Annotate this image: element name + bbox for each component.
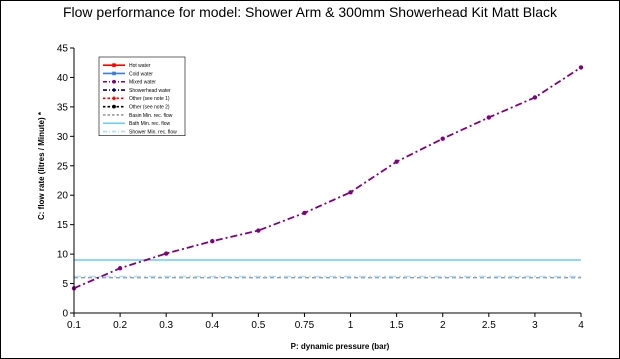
x-tick-label: 0.2 bbox=[113, 320, 127, 331]
x-tick-label: 3 bbox=[532, 320, 538, 331]
x-tick-label: 0.75 bbox=[295, 320, 315, 331]
legend-marker-mixed-water bbox=[112, 79, 116, 84]
data-point-mixed-water bbox=[394, 159, 399, 164]
y-axis-title: C: flow rate (litres / Minute) * bbox=[37, 111, 46, 220]
legend-marker-hot-water bbox=[112, 63, 116, 67]
axes: C: flow rate (litres / Minute) * P: dyna… bbox=[37, 44, 584, 352]
y-tick-label: 30 bbox=[57, 132, 69, 143]
legend-label-basin-min-rec-flow: Basin Min. rec. flow bbox=[129, 113, 173, 119]
x-tick-label: 0.4 bbox=[205, 320, 219, 331]
data-point-mixed-water bbox=[348, 190, 353, 195]
y-tick-label: 20 bbox=[57, 191, 69, 202]
legend-label-other-see-note-2: Other (see note 2) bbox=[129, 104, 170, 110]
legend-label-mixed-water: Mixed water bbox=[129, 80, 156, 86]
y-tick-label: 0 bbox=[62, 309, 68, 320]
y-tick-label: 40 bbox=[57, 73, 69, 84]
series-line-mixed-water bbox=[73, 66, 582, 290]
x-tick-label: 1 bbox=[348, 320, 354, 331]
legend-marker-other-see-note-2 bbox=[112, 104, 116, 109]
x-tick-label: 2.5 bbox=[482, 320, 496, 331]
legend: Hot water Cold water Mixed water Showerhead… bbox=[98, 56, 186, 136]
legend-label-hot-water: Hot water bbox=[129, 63, 151, 69]
y-tick-label: 35 bbox=[57, 102, 69, 113]
legend-marker-showerhead-water bbox=[111, 87, 117, 93]
data-point-mixed-water bbox=[210, 238, 215, 244]
x-tick-label: 4 bbox=[578, 320, 584, 331]
x-axis-title: P: dynamic pressure (bar) bbox=[291, 342, 390, 351]
x-tick-label: 0.3 bbox=[159, 320, 173, 331]
legend-label-showerhead-water: Showerhead water bbox=[129, 88, 171, 94]
chart-title: Flow performance for model: Shower Arm &… bbox=[63, 4, 558, 20]
legend-label-bath-min-rec-flow: Bath Min. rec. flow bbox=[129, 121, 171, 127]
y-tick-label: 5 bbox=[62, 279, 68, 290]
y-tick-label: 10 bbox=[57, 250, 69, 261]
x-tick-label: 0.5 bbox=[251, 320, 265, 331]
data-point-mixed-water bbox=[440, 136, 445, 141]
y-tick-label: 25 bbox=[57, 161, 69, 172]
y-tick-label: 15 bbox=[57, 220, 69, 231]
y-tick-label: 45 bbox=[57, 44, 69, 55]
data-point-mixed-water bbox=[532, 95, 538, 100]
data-point-mixed-water bbox=[486, 115, 492, 120]
data-point-mixed-water bbox=[117, 266, 123, 271]
x-tick-label: 1.5 bbox=[390, 320, 404, 331]
legend-marker-other-see-note-1 bbox=[111, 96, 117, 101]
legend-marker-cold-water bbox=[112, 71, 116, 76]
data-point-mixed-water bbox=[578, 65, 584, 70]
plot-area bbox=[71, 65, 584, 291]
legend-label-shower-min-rec-flow: Shower Min. rec. flow bbox=[129, 129, 177, 135]
legend-label-other-see-note-1: Other (see note 1) bbox=[129, 96, 170, 102]
data-point-mixed-water bbox=[302, 210, 307, 216]
legend-label-cold-water: Cold water bbox=[129, 71, 153, 77]
x-tick-label: 2 bbox=[440, 320, 446, 331]
x-tick-label: 0.1 bbox=[67, 320, 81, 331]
data-point-mixed-water bbox=[256, 228, 261, 233]
data-point-mixed-water bbox=[163, 251, 169, 256]
